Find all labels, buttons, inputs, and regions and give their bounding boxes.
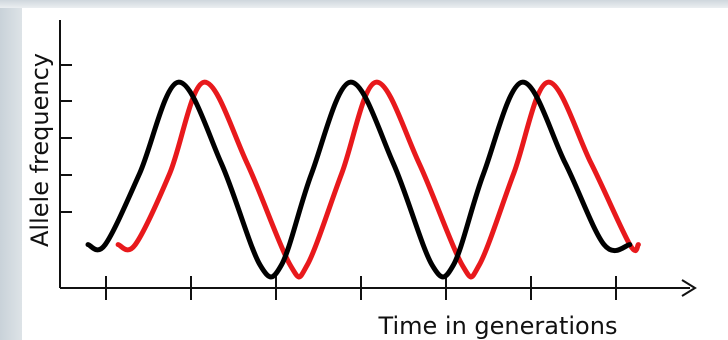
y-axis-title: Allele frequency	[26, 53, 54, 247]
series-group	[85, 79, 641, 280]
axes	[59, 20, 697, 300]
left-frame-strip	[0, 0, 22, 340]
x-axis-title: Time in generations	[378, 312, 618, 340]
series-line-black	[85, 79, 633, 280]
x-axis-arrowhead	[681, 279, 697, 297]
top-frame-strip	[0, 0, 728, 8]
series-line-red	[115, 79, 641, 280]
